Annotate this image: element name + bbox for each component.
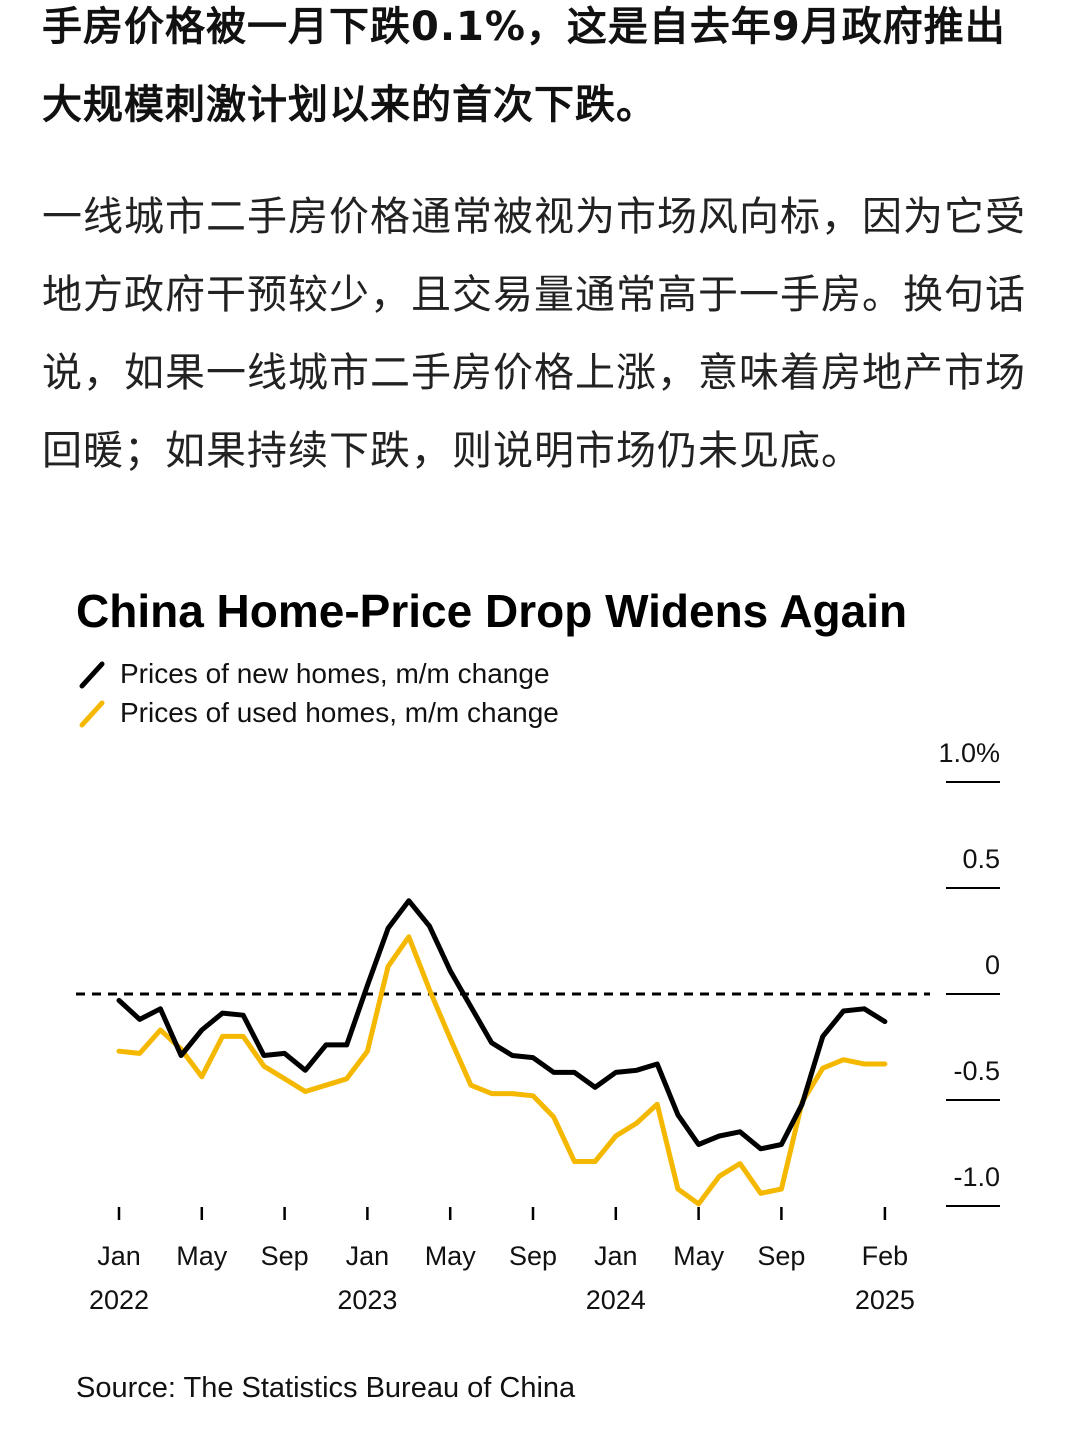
x-tick-label-3: Jan xyxy=(346,1241,390,1271)
legend-item-new-homes: Prices of new homes, m/m change xyxy=(76,656,550,692)
y-tick-label-4: -1.0 xyxy=(953,1162,1000,1192)
y-tick-label-0: 1.0% xyxy=(938,738,1000,768)
x-tick-year-3: 2023 xyxy=(337,1285,397,1315)
y-tick-label-1: 0.5 xyxy=(962,844,1000,874)
y-tick-label-2: 0 xyxy=(985,950,1000,980)
chart-source: Source: The Statistics Bureau of China xyxy=(76,1372,576,1404)
x-tick-label-9: Feb xyxy=(862,1241,909,1271)
x-tick-label-5: Sep xyxy=(509,1241,557,1271)
x-tick-label-7: May xyxy=(673,1241,725,1271)
series-line-new-homes xyxy=(116,898,888,1152)
x-tick-label-6: Jan xyxy=(594,1241,638,1271)
x-tick-label-8: Sep xyxy=(757,1241,805,1271)
x-tick-year-0: 2022 xyxy=(89,1285,149,1315)
article-paragraph-2: 一线城市二手房价格通常被视为市场风向标，因为它受地方政府干预较少，且交易量通常高… xyxy=(42,194,1026,474)
y-axis: 1.0% 0.5 0 -0.5 -1.0 xyxy=(938,738,1000,1207)
x-tick-year-6: 2024 xyxy=(586,1285,646,1315)
x-tick-label-1: May xyxy=(176,1241,228,1271)
legend-label-new-homes: Prices of new homes, m/m change xyxy=(120,658,550,689)
x-tick-label-0: Jan xyxy=(97,1241,141,1271)
series-line-used-homes xyxy=(116,934,888,1207)
legend-label-used-homes: Prices of used homes, m/m change xyxy=(120,697,559,728)
y-tick-label-3: -0.5 xyxy=(953,1056,1000,1086)
series-layer xyxy=(116,898,888,1207)
legend-item-used-homes: Prices of used homes, m/m change xyxy=(76,695,559,731)
x-tick-label-2: Sep xyxy=(261,1241,309,1271)
chart-title: China Home-Price Drop Widens Again xyxy=(76,585,908,637)
legend-swatch-new-homes xyxy=(79,661,105,689)
legend-swatch-used-homes xyxy=(79,700,105,728)
x-axis: Jan 2022 May Sep Jan 2023 May Sep Jan 2024 May Sep F… xyxy=(89,1207,915,1315)
x-tick-label-4: May xyxy=(425,1241,477,1271)
article-paragraph-1: 手房价格被一月下跌0.1%，这是自去年9月政府推出大规模刺激计划以来的首次下跌。 xyxy=(42,4,1006,128)
x-tick-year-9: 2025 xyxy=(855,1285,915,1315)
